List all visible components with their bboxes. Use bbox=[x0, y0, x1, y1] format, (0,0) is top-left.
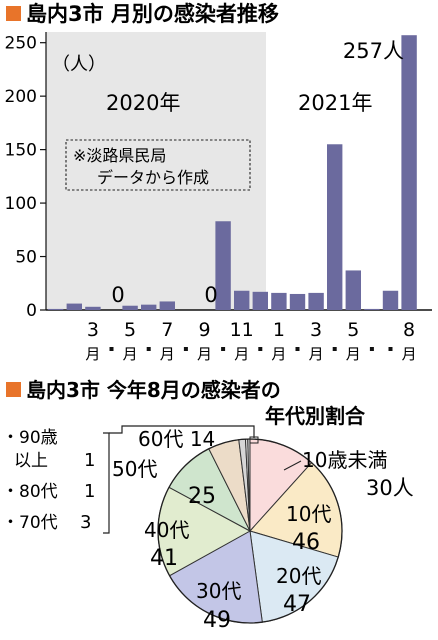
slice-label-50s-name: 50代 bbox=[112, 457, 157, 481]
month-number-label: 3 bbox=[310, 319, 322, 341]
legend-pointer-box bbox=[249, 436, 259, 444]
month-number-label: 5 bbox=[124, 319, 136, 341]
slice-label-under10-value: 30人 bbox=[366, 476, 414, 500]
title-square-2 bbox=[6, 382, 21, 397]
legend-90-line1: ・90歳 bbox=[2, 428, 58, 448]
year-label-2020: 2020年 bbox=[106, 91, 180, 115]
month-separator-dot bbox=[388, 347, 393, 351]
month-suffix-label: 月 bbox=[197, 345, 212, 363]
month-number-label: 5 bbox=[347, 319, 359, 341]
month-suffix-label: 月 bbox=[123, 345, 138, 363]
month-separator-dot bbox=[146, 347, 151, 351]
month-number-label: 3 bbox=[87, 319, 99, 341]
under10-leader-line bbox=[283, 460, 302, 471]
y-tick-label: 100 bbox=[5, 194, 37, 214]
slice-label-40s-name: 40代 bbox=[144, 518, 189, 542]
y-unit-label: （人） bbox=[52, 54, 106, 75]
month-separator-dot bbox=[221, 347, 226, 351]
bar-2021-05 bbox=[345, 270, 361, 310]
bar-2020-03 bbox=[85, 306, 101, 310]
legend-70-value: 3 bbox=[80, 512, 91, 533]
month-number-label: 8 bbox=[403, 319, 415, 341]
bar-2020-11 bbox=[234, 290, 250, 310]
legend-90-value: 1 bbox=[84, 450, 95, 471]
slice-label-30s-name: 30代 bbox=[196, 579, 241, 603]
slice-label-40s-value: 41 bbox=[150, 546, 178, 571]
month-separator-dot bbox=[183, 347, 188, 351]
slice-label-20s-value: 47 bbox=[283, 592, 311, 617]
month-number-label: 11 bbox=[230, 319, 254, 341]
bar-2021-01 bbox=[271, 292, 287, 310]
bar-2021-03 bbox=[308, 292, 324, 310]
peak-annotation: 257人 bbox=[343, 39, 404, 63]
bar-chart-title: 島内3市 月別の感染者推移 bbox=[26, 2, 279, 26]
source-note-box bbox=[65, 139, 251, 191]
bar-2020-10 bbox=[215, 221, 231, 310]
legend-90-line2: 以上 bbox=[14, 451, 48, 471]
zero-annotation-aug2020: 0 bbox=[111, 283, 124, 307]
y-tick-label: 200 bbox=[5, 87, 37, 107]
bar-2021-02 bbox=[289, 293, 306, 310]
legend-80-value: 1 bbox=[84, 481, 95, 502]
slice-label-20s-name: 20代 bbox=[276, 564, 321, 588]
slice-label-under10-name: 10歳未満 bbox=[302, 448, 387, 472]
y-tick-label: 50 bbox=[15, 248, 37, 268]
legend-80-label: ・80代 bbox=[2, 482, 58, 502]
bar-2020-07 bbox=[159, 301, 175, 310]
bar-2021-04 bbox=[327, 144, 343, 310]
pie-chart-title-line-1: 島内3市 今年8月の感染者の bbox=[26, 378, 281, 402]
bar-2020-12 bbox=[252, 291, 268, 310]
legend-bracket bbox=[103, 432, 110, 534]
slice-label-30s-value: 49 bbox=[203, 608, 231, 633]
slice-label-10s-value: 46 bbox=[292, 530, 320, 555]
slice-label-10s-name: 10代 bbox=[286, 502, 331, 526]
legend-connector bbox=[109, 425, 255, 438]
month-suffix-label: 月 bbox=[160, 345, 175, 363]
title-square-1 bbox=[6, 6, 21, 21]
y-tick-label: 150 bbox=[5, 141, 37, 161]
pie-slices bbox=[157, 438, 343, 624]
x-axis-month-labels: 3 月 5 月 7 月 9 月 11 月 1 月 3 月 5 月 8 月 bbox=[85, 319, 416, 363]
bar-2021-07 bbox=[382, 290, 399, 310]
bar-2020-02 bbox=[66, 303, 82, 310]
month-separator-dot bbox=[369, 347, 374, 351]
month-separator-dot bbox=[295, 347, 300, 351]
month-suffix-label: 月 bbox=[85, 345, 100, 363]
month-number-label: 1 bbox=[273, 319, 285, 341]
month-suffix-label: 月 bbox=[234, 345, 249, 363]
slice-label-50s-value: 25 bbox=[188, 484, 216, 509]
month-suffix-label: 月 bbox=[271, 345, 286, 363]
source-note-line-2: データから作成 bbox=[97, 168, 209, 187]
bar-2020-01 bbox=[48, 308, 64, 310]
month-separator-dot bbox=[332, 347, 337, 351]
bar-2020-05 bbox=[122, 305, 138, 310]
month-separator-dot bbox=[109, 347, 114, 351]
y-axis: 0 50 100 150 200 250 bbox=[5, 34, 46, 321]
month-separator-dot bbox=[258, 347, 263, 351]
month-number-label: 9 bbox=[198, 319, 210, 341]
zero-annotation-oct2020: 0 bbox=[204, 283, 217, 307]
month-suffix-label: 月 bbox=[402, 345, 417, 363]
bar-2020-06 bbox=[141, 304, 157, 310]
month-suffix-label: 月 bbox=[346, 345, 361, 363]
y-tick-label: 0 bbox=[26, 301, 37, 321]
month-number-label: 7 bbox=[161, 319, 173, 341]
bar-series bbox=[48, 35, 417, 310]
y-tick-label: 250 bbox=[5, 34, 37, 54]
bar-2021-06 bbox=[364, 308, 380, 310]
legend-70-label: ・70代 bbox=[2, 513, 58, 533]
pie-chart-title-line-2: 年代別割合 bbox=[265, 404, 366, 428]
year-label-2021: 2021年 bbox=[298, 91, 372, 115]
bar-2021-08 bbox=[401, 35, 417, 310]
slice-label-60s: 60代 14 bbox=[138, 427, 215, 451]
month-suffix-label: 月 bbox=[309, 345, 324, 363]
source-note-line-1: ※淡路県民局 bbox=[73, 146, 166, 165]
